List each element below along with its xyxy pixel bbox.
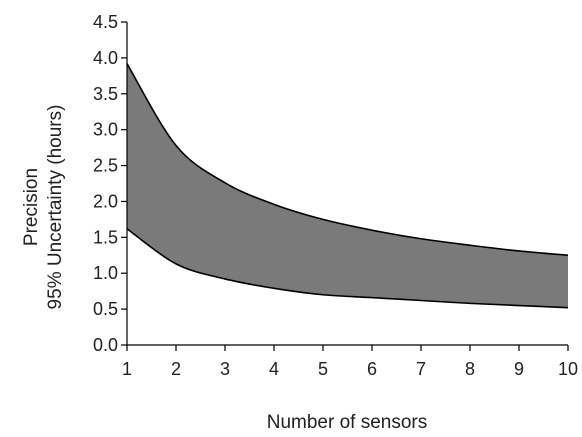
y-tick-label: 2.5 — [93, 156, 118, 176]
y-tick-label: 0.0 — [93, 335, 118, 355]
x-tick-label: 7 — [416, 359, 426, 379]
y-tick-label: 4.0 — [93, 48, 118, 68]
x-tick-label: 3 — [220, 359, 230, 379]
axes — [121, 21, 569, 351]
x-tick-label: 8 — [465, 359, 475, 379]
x-tick-label: 4 — [269, 359, 279, 379]
upper-bound-line — [126, 63, 569, 257]
x-tick-label: 2 — [171, 359, 181, 379]
y-axis-title-line-2: 95% Uncertainty (hours) — [45, 105, 66, 310]
y-tick-label: 2.0 — [93, 191, 118, 211]
x-tick-label: 9 — [514, 359, 524, 379]
y-axis-title-line-1: Precision — [21, 168, 42, 246]
lower-bound-line — [126, 228, 569, 309]
y-tick-label: 4.5 — [93, 12, 118, 32]
x-tick-label: 10 — [558, 359, 578, 379]
uncertainty-band-layer — [126, 63, 569, 309]
y-tick-label: 3.5 — [93, 84, 118, 104]
x-tick-label: 1 — [122, 359, 132, 379]
y-tick-label: 1.0 — [93, 263, 118, 283]
y-tick-label: 3.0 — [93, 120, 118, 140]
uncertainty-band — [127, 63, 568, 308]
x-tick-label: 6 — [367, 359, 377, 379]
tick-labels: 0.0 0.5 1.0 1.5 2.0 2.5 3.0 3.5 4.0 4.5 1 2 3 4 5 6 7 8 9 1… — [93, 12, 578, 379]
x-tick-label: 5 — [318, 359, 328, 379]
y-tick-label: 0.5 — [93, 299, 118, 319]
y-tick-label: 1.5 — [93, 227, 118, 247]
y-axis-title: Precision 95% Uncertainty (hours) — [21, 105, 66, 310]
x-axis-title: Number of sensors — [267, 412, 428, 433]
